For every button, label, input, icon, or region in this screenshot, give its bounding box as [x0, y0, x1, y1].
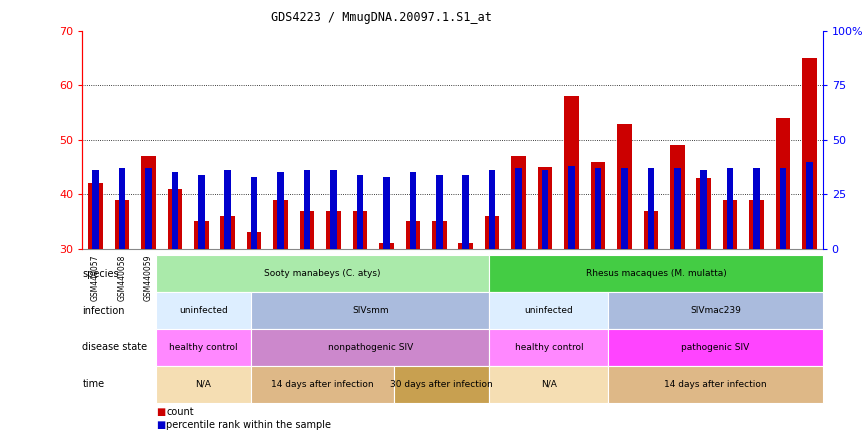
- Bar: [114, 200, 129, 412]
- Bar: [326, 210, 340, 412]
- Bar: [432, 222, 447, 412]
- Text: SIVmac239: SIVmac239: [690, 306, 741, 315]
- Text: pathogenic SIV: pathogenic SIV: [682, 343, 750, 352]
- Bar: [458, 243, 473, 412]
- Bar: [565, 96, 578, 412]
- Bar: [802, 58, 817, 412]
- Bar: [753, 168, 759, 412]
- Bar: [776, 118, 791, 412]
- Bar: [119, 168, 126, 412]
- Bar: [488, 170, 495, 412]
- Text: GDS4223 / MmugDNA.20097.1.S1_at: GDS4223 / MmugDNA.20097.1.S1_at: [270, 11, 492, 24]
- Text: Rhesus macaques (M. mulatta): Rhesus macaques (M. mulatta): [585, 269, 727, 278]
- Text: time: time: [82, 379, 105, 389]
- Bar: [167, 189, 182, 412]
- Bar: [701, 170, 707, 412]
- Bar: [171, 173, 178, 412]
- Bar: [648, 168, 654, 412]
- Bar: [591, 162, 605, 412]
- Text: uninfected: uninfected: [179, 306, 228, 315]
- Bar: [485, 216, 500, 412]
- Bar: [617, 123, 631, 412]
- Bar: [92, 170, 99, 412]
- Text: N/A: N/A: [196, 380, 211, 389]
- Bar: [145, 168, 152, 412]
- Bar: [330, 170, 337, 412]
- Bar: [194, 222, 209, 412]
- Bar: [515, 168, 522, 412]
- Bar: [568, 166, 575, 412]
- Text: 14 days after infection: 14 days after infection: [271, 380, 374, 389]
- Bar: [300, 210, 314, 412]
- Bar: [723, 200, 738, 412]
- Bar: [696, 178, 711, 412]
- Text: nonpathogenic SIV: nonpathogenic SIV: [327, 343, 413, 352]
- Bar: [251, 177, 257, 412]
- Bar: [277, 173, 284, 412]
- Bar: [674, 168, 681, 412]
- Bar: [643, 210, 658, 412]
- Bar: [749, 200, 764, 412]
- Text: uninfected: uninfected: [525, 306, 573, 315]
- Bar: [621, 168, 628, 412]
- Bar: [141, 156, 156, 412]
- Bar: [595, 168, 601, 412]
- Text: 14 days after infection: 14 days after infection: [664, 380, 767, 389]
- Text: SIVsmm: SIVsmm: [352, 306, 389, 315]
- Bar: [383, 177, 390, 412]
- Bar: [405, 222, 420, 412]
- Bar: [304, 170, 310, 412]
- Text: disease state: disease state: [82, 342, 147, 353]
- Text: 30 days after infection: 30 days after infection: [391, 380, 493, 389]
- Bar: [247, 232, 262, 412]
- Text: count: count: [166, 407, 194, 417]
- Bar: [379, 243, 394, 412]
- Bar: [274, 200, 288, 412]
- Text: healthy control: healthy control: [514, 343, 583, 352]
- Bar: [538, 167, 553, 412]
- Bar: [462, 174, 469, 412]
- Text: infection: infection: [82, 305, 125, 316]
- Text: species: species: [82, 269, 119, 279]
- Bar: [224, 170, 231, 412]
- Bar: [88, 183, 103, 412]
- Bar: [352, 210, 367, 412]
- Text: N/A: N/A: [541, 380, 557, 389]
- Bar: [806, 162, 813, 412]
- Text: ■: ■: [156, 420, 165, 430]
- Text: ■: ■: [156, 407, 165, 417]
- Bar: [410, 173, 417, 412]
- Text: Sooty manabeys (C. atys): Sooty manabeys (C. atys): [264, 269, 381, 278]
- Bar: [670, 145, 684, 412]
- Bar: [542, 170, 548, 412]
- Bar: [357, 174, 363, 412]
- Bar: [511, 156, 526, 412]
- Text: percentile rank within the sample: percentile rank within the sample: [166, 420, 332, 430]
- Bar: [436, 174, 443, 412]
- Bar: [779, 168, 786, 412]
- Bar: [727, 168, 734, 412]
- Bar: [221, 216, 235, 412]
- Text: healthy control: healthy control: [169, 343, 238, 352]
- Bar: [198, 174, 204, 412]
